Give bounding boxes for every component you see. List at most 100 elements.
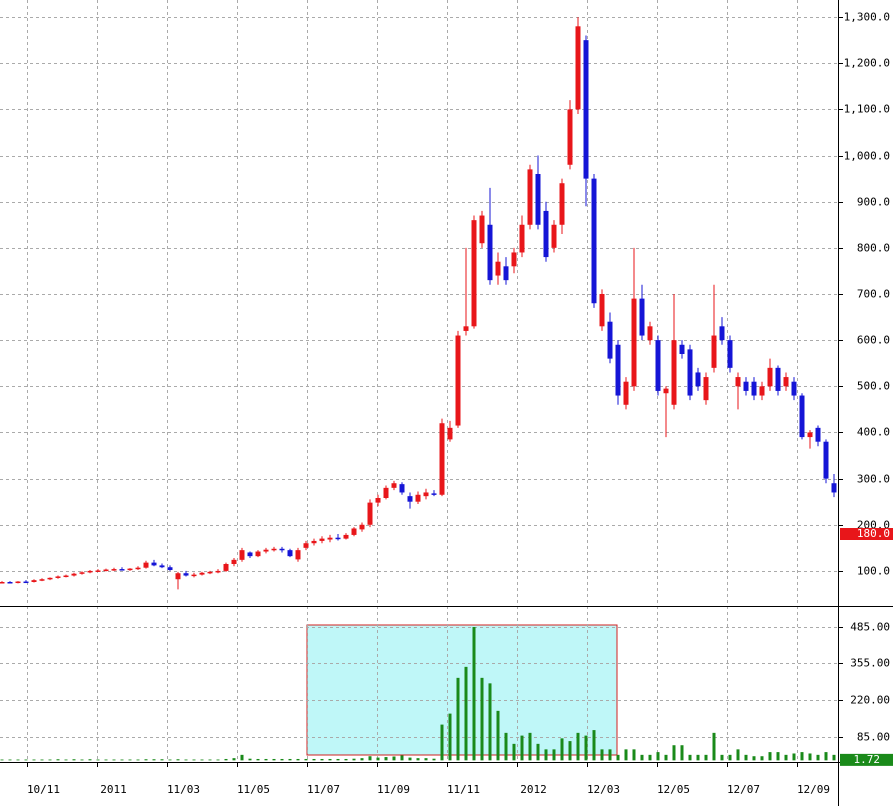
candle-body xyxy=(495,261,501,276)
volume-bar xyxy=(360,758,364,761)
candle-body xyxy=(663,388,669,394)
volume-bar xyxy=(168,759,172,761)
candle-body xyxy=(607,321,613,359)
candle-body xyxy=(735,377,741,387)
x-tick-label: 2012 xyxy=(520,783,547,796)
candle-body xyxy=(263,549,269,552)
volume-bar xyxy=(680,745,684,761)
candle-body xyxy=(815,427,821,442)
volume-bar xyxy=(272,758,276,761)
candle-body xyxy=(567,109,573,165)
candle-body xyxy=(7,582,13,584)
candle-body xyxy=(95,570,101,572)
volume-bar xyxy=(160,759,164,761)
candle-body xyxy=(279,548,285,551)
candle-body xyxy=(175,573,181,580)
candle-body xyxy=(503,266,509,281)
volume-bar xyxy=(480,677,484,761)
volume-bar xyxy=(16,759,20,761)
volume-bar xyxy=(400,755,404,761)
x-tick-label: 2011 xyxy=(100,783,127,796)
volume-bar xyxy=(24,759,28,761)
volume-bar xyxy=(784,754,788,761)
volume-bar xyxy=(568,741,572,761)
candle-body xyxy=(799,395,805,438)
volume-tick-label: 85.00 xyxy=(857,731,890,744)
candle-body xyxy=(191,574,197,577)
x-tick-label: 11/07 xyxy=(307,783,340,796)
volume-bar xyxy=(648,754,652,761)
price-marker-label: 180.0 xyxy=(857,527,890,540)
candle-body xyxy=(447,427,453,440)
candle-body xyxy=(671,340,677,405)
candle-body xyxy=(391,483,397,488)
volume-bar xyxy=(528,732,532,761)
candle-body xyxy=(807,432,813,438)
candle-body xyxy=(615,344,621,396)
candle-body xyxy=(311,540,317,544)
candle-body xyxy=(239,550,245,560)
volume-bar xyxy=(336,758,340,761)
volume-bar xyxy=(744,754,748,761)
candle-body xyxy=(271,548,277,551)
candle-body xyxy=(407,496,413,502)
volume-bar xyxy=(112,759,116,761)
volume-bar xyxy=(104,759,108,761)
x-tick-label: 12/05 xyxy=(657,783,690,796)
candle-body xyxy=(519,224,525,253)
volume-bar xyxy=(488,683,492,761)
volume-bar xyxy=(624,749,628,761)
candle-body xyxy=(767,367,773,387)
volume-tick-label: 355.00 xyxy=(850,657,890,670)
candle-body xyxy=(599,294,605,327)
candle-body xyxy=(127,568,133,571)
volume-bar xyxy=(408,757,412,761)
candle-body xyxy=(159,565,165,568)
candle-body xyxy=(791,381,797,396)
volume-marker-label: 1.72 xyxy=(854,753,881,766)
candle-body xyxy=(343,534,349,539)
volume-bar xyxy=(304,758,308,761)
volume-bar xyxy=(312,758,316,761)
candle-body xyxy=(199,572,205,575)
candle-body xyxy=(639,298,645,336)
candle-body xyxy=(0,582,5,584)
volume-bar xyxy=(712,732,716,761)
volume-bar xyxy=(328,758,332,761)
volume-bar xyxy=(152,759,156,761)
candle-body xyxy=(623,381,629,405)
volume-bar xyxy=(424,758,428,761)
volume-bar xyxy=(792,753,796,761)
candle-body xyxy=(55,576,61,578)
candle-body xyxy=(703,377,709,401)
volume-bar xyxy=(544,749,548,761)
price-marker xyxy=(840,528,893,540)
volume-bar xyxy=(504,732,508,761)
y-tick-label: 700.0 xyxy=(857,288,890,301)
candle-body xyxy=(711,335,717,368)
y-tick-label: 800.0 xyxy=(857,242,890,255)
volume-bar xyxy=(704,754,708,761)
volume-bar xyxy=(736,749,740,761)
candle-body xyxy=(327,537,333,540)
volume-bar xyxy=(664,754,668,761)
candle-body xyxy=(727,340,733,368)
volume-bar xyxy=(296,758,300,761)
volume-bar xyxy=(8,759,12,761)
volume-bar xyxy=(448,713,452,761)
volume-bar xyxy=(48,759,52,761)
volume-bar xyxy=(216,759,220,761)
volume-bar xyxy=(56,759,60,761)
candle-body xyxy=(583,40,589,179)
volume-bar xyxy=(592,730,596,761)
volume-bar xyxy=(632,749,636,761)
candle-body xyxy=(71,573,77,576)
volume-bar xyxy=(232,758,236,761)
volume-bar xyxy=(256,758,260,761)
candle-body xyxy=(559,183,565,225)
volume-bar xyxy=(688,754,692,761)
candle-body xyxy=(255,551,261,557)
volume-bar xyxy=(576,732,580,761)
candle-body xyxy=(759,386,765,396)
candle-body xyxy=(215,570,221,573)
